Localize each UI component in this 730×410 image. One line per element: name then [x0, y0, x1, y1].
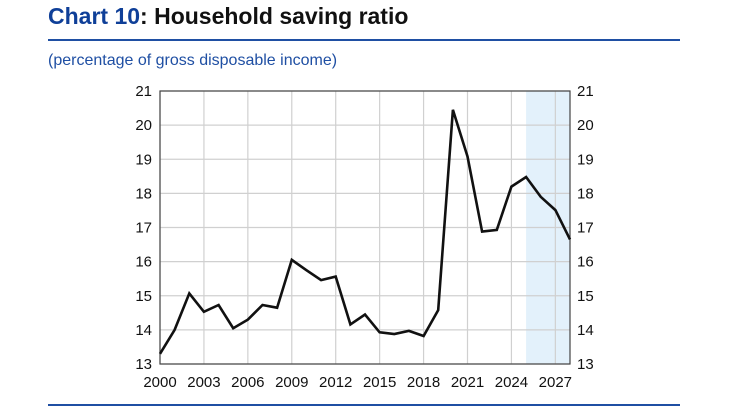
y-tick-label-right: 16 [577, 254, 594, 271]
y-tick-label-right: 14 [577, 322, 594, 339]
x-tick-label: 2000 [143, 374, 176, 391]
y-tick-label-left: 19 [135, 151, 152, 168]
y-tick-label-right: 18 [577, 185, 594, 202]
y-tick-label-right: 19 [577, 151, 594, 168]
y-tick-label-left: 21 [135, 83, 152, 100]
y-tick-label-right: 21 [577, 83, 594, 100]
y-tick-label-left: 13 [135, 356, 152, 373]
y-tick-label-left: 14 [135, 322, 152, 339]
y-tick-label-right: 15 [577, 288, 594, 305]
y-tick-label-left: 20 [135, 117, 152, 134]
y-tick-label-left: 17 [135, 220, 152, 237]
chart-title-text: : Household saving ratio [140, 3, 409, 29]
chart-title: Chart 10: Household saving ratio [48, 3, 408, 30]
y-tick-label-left: 18 [135, 185, 152, 202]
x-tick-label: 2024 [495, 374, 528, 391]
y-tick-label-right: 17 [577, 220, 594, 237]
x-tick-label: 2012 [319, 374, 352, 391]
saving-ratio-line [158, 109, 572, 355]
y-tick-label-right: 13 [577, 356, 594, 373]
x-tick-label: 2018 [407, 374, 440, 391]
y-tick-label-left: 15 [135, 288, 152, 305]
chart-subtitle: (percentage of gross disposable income) [48, 52, 338, 69]
x-tick-label: 2006 [231, 374, 264, 391]
x-tick-label: 2027 [539, 374, 572, 391]
top-divider [48, 39, 680, 41]
x-tick-label: 2003 [187, 374, 220, 391]
y-tick-label-right: 20 [577, 117, 594, 134]
bottom-divider [48, 404, 680, 406]
chart-number: Chart 10 [48, 3, 141, 29]
x-tick-label: 2015 [363, 374, 396, 391]
x-tick-label: 2009 [275, 374, 308, 391]
y-tick-label-left: 16 [135, 254, 152, 271]
plot-frame [159, 90, 571, 365]
x-tick-label: 2021 [451, 374, 484, 391]
